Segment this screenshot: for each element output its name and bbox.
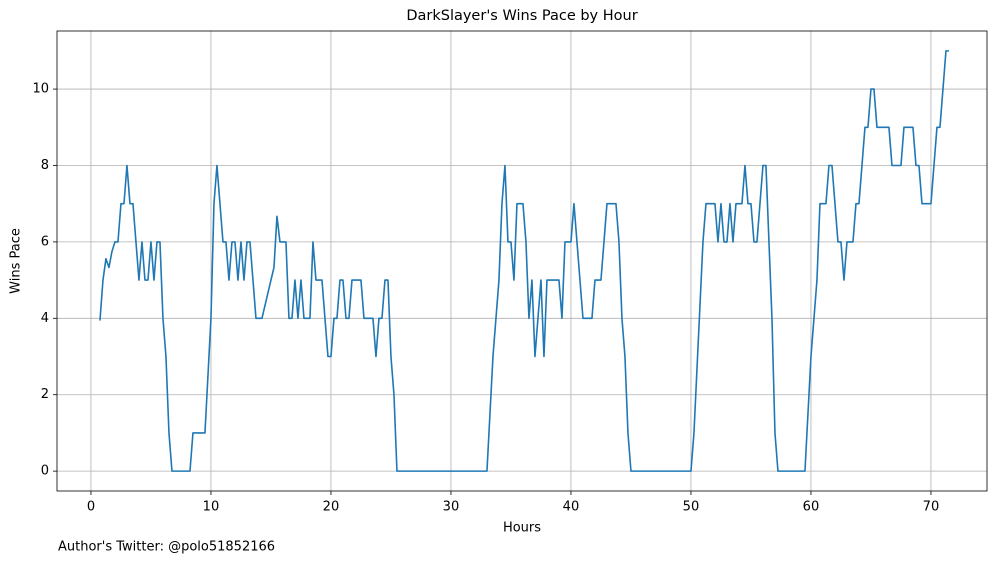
y-tick-label: 8 [41,158,49,173]
x-tick-label: 60 [803,500,820,515]
x-axis-label: Hours [503,521,541,536]
x-tick-label: 30 [443,500,460,515]
y-axis-label: Wins Pace [9,228,24,294]
y-tick-label: 6 [41,234,49,249]
y-tick-label: 10 [32,82,49,97]
chart-title: DarkSlayer's Wins Pace by Hour [406,8,637,24]
y-tick-label: 4 [41,311,49,326]
x-tick-label: 50 [683,500,700,515]
data-line [99,50,949,472]
x-tick-label: 40 [563,500,580,515]
y-tick-label: 2 [41,387,49,402]
x-tick-label: 20 [323,500,340,515]
annotation: Author's Twitter: @polo51852166 [58,540,275,555]
x-tick-label: 70 [923,500,940,515]
x-tick-label: 10 [203,500,220,515]
x-tick-label: 0 [87,500,95,515]
y-tick-label: 0 [41,464,49,479]
plot-frame [56,30,988,492]
